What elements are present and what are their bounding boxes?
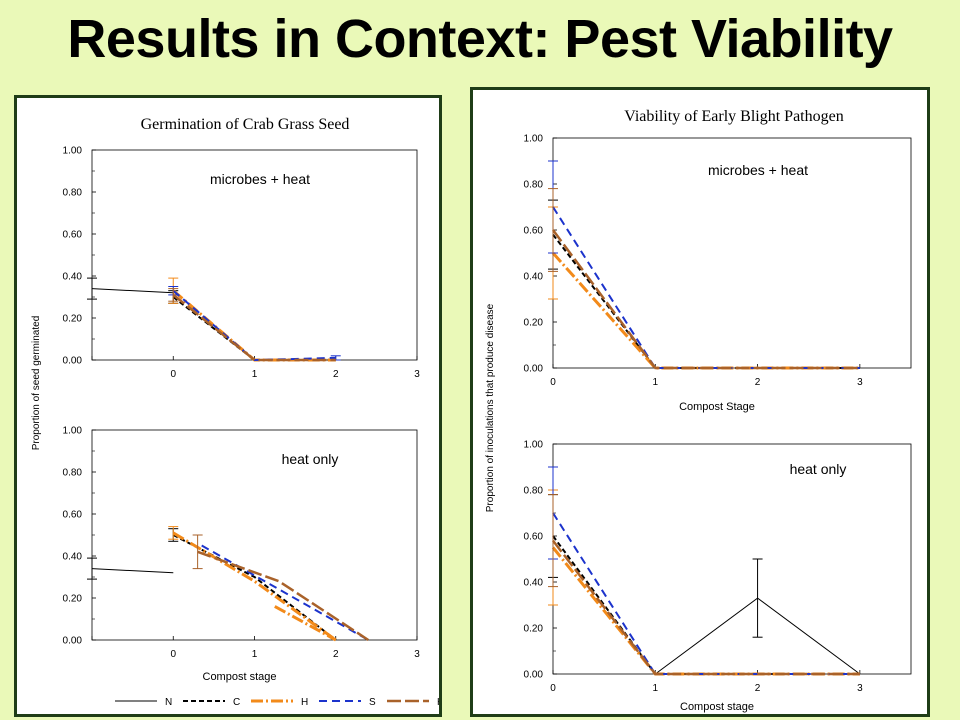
series-line-H1	[274, 605, 337, 642]
x-tick-label: 3	[857, 377, 863, 388]
panel-annotation: microbes + heat	[210, 171, 310, 187]
y-tick-label: 0.00	[524, 364, 544, 375]
x-tick-label: 2	[755, 683, 761, 694]
y-tick-label: 1.00	[524, 440, 544, 451]
series-line-C	[552, 535, 860, 675]
y-tick-label: 1.00	[63, 426, 83, 437]
x-tick-label: 0	[550, 683, 556, 694]
x-tick-label: 0	[170, 649, 176, 660]
legend-label-N: N	[165, 697, 172, 708]
y-tick-label: 0.20	[63, 314, 83, 325]
panel-annotation: heat only	[790, 461, 847, 477]
left-panel-title: Germination of Crab Grass Seed	[141, 116, 350, 133]
series-line-S	[172, 289, 336, 362]
y-tick-label: 0.80	[524, 180, 544, 191]
series-line-S	[201, 544, 369, 641]
legend: NCHSH	[115, 697, 444, 708]
y-tick-label: 0.60	[524, 532, 544, 543]
y-tick-label: 0.40	[524, 272, 544, 283]
x-tick-label: 2	[333, 649, 339, 660]
y-tick-label: 1.00	[63, 146, 83, 157]
series-line-H2	[197, 550, 369, 642]
panel-annotation: microbes + heat	[708, 162, 808, 178]
y-tick-label: 0.60	[524, 226, 544, 237]
series-line-S	[552, 512, 860, 675]
series-line-H2	[551, 229, 860, 370]
x-axis-label: Compost stage	[203, 671, 277, 683]
series-line-C	[552, 233, 860, 369]
y-tick-label: 0.80	[524, 486, 544, 497]
x-tick-label: 0	[550, 377, 556, 388]
x-tick-label: 3	[414, 369, 420, 380]
x-tick-label: 2	[333, 369, 339, 380]
x-tick-label: 0	[170, 369, 176, 380]
series-line-N	[91, 568, 174, 574]
right-chart-panel: Viability of Early Blight Pathogen Propo…	[470, 87, 930, 717]
series-line-H2	[552, 539, 860, 676]
series-line-N	[91, 288, 174, 294]
crabgrass-heat-only-plot: 0.00 0.20 0.40 0.60 0.80 1.00 0 1 2 3 heat only Com…	[63, 426, 421, 684]
y-tick-label: 0.40	[63, 272, 83, 283]
x-tick-label: 1	[653, 377, 659, 388]
y-tick-label: 0.80	[63, 188, 83, 199]
legend-label-H2: H	[437, 697, 439, 708]
legend-label-H1: H	[301, 697, 308, 708]
x-tick-label: 1	[653, 683, 659, 694]
y-tick-label: 0.00	[63, 356, 83, 367]
panel-annotation: heat only	[282, 451, 339, 467]
left-chart-panel: Germination of Crab Grass Seed Proportio…	[14, 95, 444, 717]
legend-label-C: C	[233, 697, 240, 708]
crabgrass-microbes-heat-plot: 0.00 0.20 0.40 0.60 0.80 1.00 0 1 2 3 microbes + h…	[63, 146, 421, 381]
left-y-axis-label: Proportion of seed germinated	[31, 316, 42, 451]
slide-title: Results in Context: Pest Viability	[67, 9, 893, 69]
y-tick-label: 0.80	[63, 468, 83, 479]
y-tick-label: 0.20	[524, 624, 544, 635]
right-chart-svg: Viability of Early Blight Pathogen Propo…	[485, 108, 912, 713]
x-tick-label: 1	[252, 369, 258, 380]
y-tick-label: 0.40	[524, 578, 544, 589]
x-tick-label: 1	[252, 649, 258, 660]
y-tick-label: 0.00	[524, 670, 544, 681]
series-line-C	[172, 534, 337, 641]
x-axis-label: Compost stage	[680, 701, 754, 713]
series-line-H1	[551, 546, 860, 676]
y-tick-label: 0.20	[63, 594, 83, 605]
legend-label-S: S	[369, 697, 376, 708]
x-tick-label: 2	[755, 377, 761, 388]
y-tick-label: 0.40	[63, 552, 83, 563]
y-tick-label: 1.00	[524, 134, 544, 145]
y-tick-label: 0.60	[63, 510, 83, 521]
plot-frame	[91, 429, 418, 641]
y-tick-label: 0.20	[524, 318, 544, 329]
plot-frame	[552, 443, 912, 675]
right-panel-title: Viability of Early Blight Pathogen	[624, 108, 843, 125]
right-y-axis-label: Proportion of inoculations that produce …	[485, 303, 496, 512]
series-line-H2	[172, 293, 336, 362]
blight-heat-only-plot: 0.00 0.20 0.40 0.60 0.80 1.00 0 1 2 3 heat only Com…	[524, 440, 912, 713]
series-line-S	[552, 206, 860, 369]
series-line-H1	[551, 252, 860, 370]
x-axis-label: Compost Stage	[679, 401, 755, 413]
series-line-H1	[172, 289, 336, 362]
y-tick-label: 0.60	[63, 230, 83, 241]
x-tick-label: 3	[414, 649, 420, 660]
x-tick-label: 3	[857, 683, 863, 694]
series-line-H1	[172, 531, 337, 642]
y-tick-label: 0.00	[63, 636, 83, 647]
series-line-C	[172, 296, 336, 361]
left-chart-svg: Germination of Crab Grass Seed Proportio…	[31, 116, 444, 708]
blight-microbes-heat-plot: 0.00 0.20 0.40 0.60 0.80 1.00 0 1 2 3 microbes + h…	[524, 134, 912, 413]
